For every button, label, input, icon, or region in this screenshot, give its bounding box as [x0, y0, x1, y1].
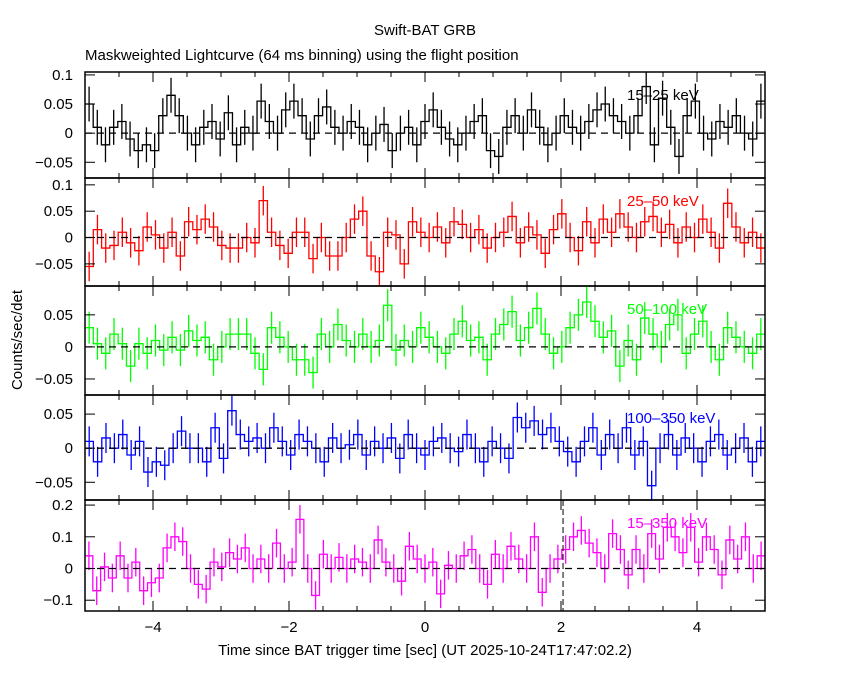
y-tick-label: 0.1: [52, 177, 73, 194]
x-tick-label: 0: [421, 619, 429, 636]
y-tick-label: −0.05: [35, 474, 73, 491]
y-tick-label: 0: [65, 561, 73, 578]
y-tick-label: 0.1: [52, 529, 73, 546]
chart-title: Swift-BAT GRB: [374, 22, 476, 39]
y-tick-label: −0.1: [43, 592, 73, 609]
chart-subtitle: Maskweighted Lightcurve (64 ms binning) …: [85, 47, 519, 64]
panel-15-25-kev: −0.05 0 0.05 0.1 15–25 keV: [35, 67, 766, 179]
panels: −0.05 0 0.05 0.1 15–25 keV −0.05 0 0.05 0.1 25–50…: [35, 67, 766, 636]
series-line: [85, 410, 765, 487]
band-label: 25–50 keV: [627, 193, 699, 210]
series-line: [85, 200, 765, 273]
x-tick-label: 4: [693, 619, 701, 636]
band-label: 15–25 keV: [627, 87, 699, 104]
panel-25-50-kev: −0.05 0 0.05 0.1 25–50 keV: [35, 177, 766, 287]
y-tick-label: 0.2: [52, 497, 73, 514]
y-tick-label: 0.05: [44, 307, 73, 324]
panel-100-350-kev: −0.05 0 0.05 100–350 keV: [35, 394, 766, 501]
x-tick-label: −2: [280, 619, 297, 636]
band-label: 50–100 keV: [627, 301, 707, 318]
series-line: [85, 85, 765, 158]
y-axis-label: Counts/sec/det: [9, 289, 26, 390]
x-tick-label: −4: [144, 619, 161, 636]
y-tick-label: −0.05: [35, 256, 73, 273]
y-tick-label: 0: [65, 339, 73, 356]
y-tick-label: 0: [65, 230, 73, 247]
y-tick-label: −0.05: [35, 154, 73, 171]
y-tick-label: 0: [65, 440, 73, 457]
y-tick-label: 0.1: [52, 67, 73, 84]
y-tick-label: 0.05: [44, 96, 73, 113]
y-tick-label: 0: [65, 125, 73, 142]
panel-15-350-kev: −0.1 0 0.1 0.2 15–350 keV: [43, 497, 766, 612]
y-tick-label: 0.05: [44, 203, 73, 220]
x-tick-label: 2: [557, 619, 565, 636]
band-label: 100–350 keV: [627, 410, 715, 427]
x-axis-label: Time since BAT trigger time [sec] (UT 20…: [218, 642, 632, 659]
y-tick-label: 0.05: [44, 406, 73, 423]
panel-50-100-kev: −0.05 0 0.05 50–100 keV: [35, 285, 766, 396]
y-tick-label: −0.05: [35, 371, 73, 388]
series-line: [85, 301, 765, 374]
band-label: 15–350 keV: [627, 515, 707, 532]
